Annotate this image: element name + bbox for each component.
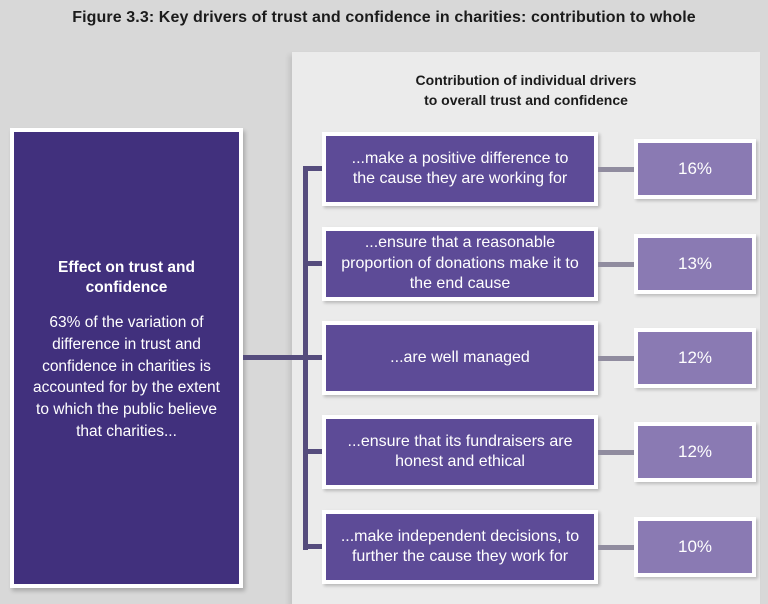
panel-header-line1: Contribution of individual drivers [415,72,637,88]
figure-title: Figure 3.3: Key drivers of trust and con… [72,9,696,26]
percent-value: 12% [677,348,713,367]
driver-percent-connector [598,166,634,172]
connector-stub-4 [303,449,323,454]
connector-stub-1 [303,166,323,171]
percent-box-1: 16% [634,139,756,199]
driver-box-2: ...ensure that a reasonable proportion o… [322,227,598,301]
percent-box-3: 12% [634,328,756,388]
driver-label: ...ensure that its fundraisers are hones… [347,432,573,470]
panel-header: Contribution of individual drivers to ov… [292,70,760,111]
driver-box-3: ...are well managed [322,321,598,395]
percent-box-4: 12% [634,422,756,482]
driver-label: ...ensure that a reasonable proportion o… [341,234,579,293]
percent-value: 13% [677,254,713,273]
driver-row: ...ensure that its fundraisers are hones… [322,415,756,489]
percent-value: 10% [677,537,713,556]
driver-percent-connector [598,449,634,455]
driver-box-5: ...make independent decisions, to furthe… [322,510,598,584]
percent-value: 16% [677,159,713,178]
effect-box: Effect on trust and confidence 63% of th… [10,128,243,588]
connector-stub-5 [303,544,323,549]
driver-percent-connector [598,544,634,550]
driver-row: ...make independent decisions, to furthe… [322,510,756,584]
driver-box-4: ...ensure that its fundraisers are hones… [322,415,598,489]
driver-row: ...ensure that a reasonable proportion o… [322,227,756,301]
percent-value: 12% [677,442,713,461]
percent-box-5: 10% [634,517,756,577]
driver-label: ...make independent decisions, to furthe… [340,527,580,565]
driver-label: ...make a positive difference to the cau… [351,149,569,187]
panel-header-line2: to overall trust and confidence [424,92,628,109]
connector-stub-2 [303,261,323,266]
driver-row: ...are well managed 12% [322,321,756,395]
percent-box-2: 13% [634,234,756,294]
driver-percent-connector [598,355,634,361]
driver-row: ...make a positive difference to the cau… [322,132,756,206]
effect-description: 63% of the variation of difference in tr… [33,314,220,440]
connector-main-line [243,355,322,360]
driver-label: ...are well managed [390,348,530,366]
effect-heading: Effect on trust and confidence [58,258,195,297]
driver-box-1: ...make a positive difference to the cau… [322,132,598,206]
driver-percent-connector [598,261,634,267]
